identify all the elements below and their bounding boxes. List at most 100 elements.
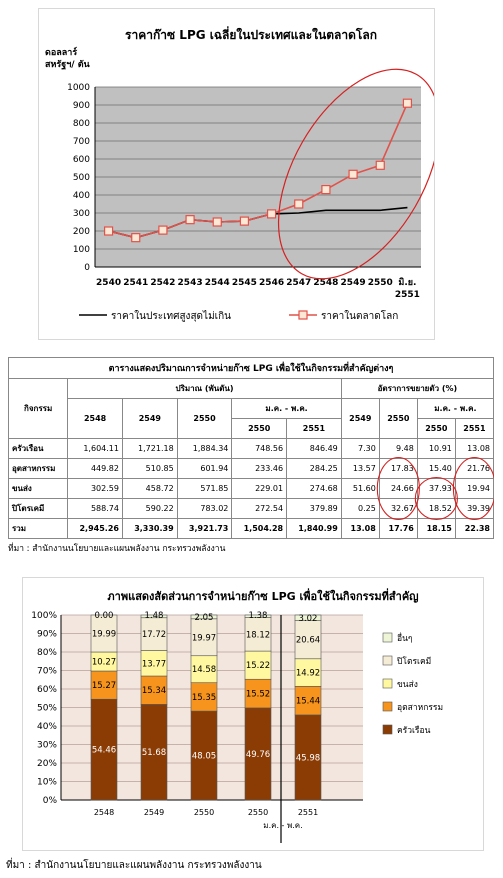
table-cell: 17.83: [378, 458, 418, 479]
x-tick-label: 2548: [94, 808, 114, 817]
data-label: 15.44: [296, 697, 320, 707]
table-total-row: รวม 2,945.26 3,330.39 3,921.73 1,504.28 1,840…: [7, 518, 495, 539]
sales-table: กิจกรรม ปริมาณ (พันตัน) อัตราการขยายตัว …: [7, 378, 495, 539]
data-point-world: [158, 225, 168, 235]
data-label: 14.58: [192, 665, 216, 675]
table-cell-activity: อุตสาหกรรม: [7, 458, 69, 479]
bar-segment: [244, 650, 272, 680]
legend-label: อุตสาหกรรม: [397, 703, 443, 713]
legend-label: ครัวเรือน: [397, 725, 431, 736]
y-tick-label: 300: [73, 209, 90, 219]
table-cell: 379.89: [286, 498, 342, 519]
table-cell: 229.01: [231, 478, 288, 499]
x-tick-label: 2544: [205, 278, 230, 288]
header-year: 2550: [176, 398, 233, 439]
legend-swatch: [382, 678, 393, 689]
table-cell: 21.76: [454, 458, 495, 479]
table-cell: 19.94: [454, 478, 495, 499]
data-point-world: [375, 160, 385, 170]
x-tick-label: 2549: [341, 278, 366, 288]
x-tick-label: 2549: [144, 808, 164, 817]
legend-label: ขนส่ง: [397, 680, 418, 690]
data-point-world: [294, 199, 304, 209]
y-tick-label: 80%: [37, 648, 57, 658]
y-tick-label: 500: [73, 173, 90, 183]
table-cell: 39.39: [454, 498, 495, 519]
table-row: ขนส่ง 302.59 458.72 571.85 229.01 274.68 51.60…: [7, 478, 495, 499]
table-cell: 233.46: [231, 458, 288, 479]
table-cell: 17.76: [378, 518, 418, 539]
data-point-world: [321, 185, 331, 195]
x-tick-label: 2542: [150, 278, 175, 288]
table-cell: 458.72: [121, 478, 178, 499]
header-growth: อัตราการขยายตัว (%): [340, 378, 495, 399]
table-cell: 588.74: [67, 498, 123, 519]
table-cell: 13.08: [340, 518, 380, 539]
table-cell: 449.82: [67, 458, 123, 479]
table-body: ครัวเรือน 1,604.11 1,721.18 1,884.34 748.56 8…: [7, 438, 495, 539]
bar-chart-panel: ภาพแสดงสัดส่วนการจำหน่ายก๊าซ LPG เพื่อใช…: [22, 577, 484, 851]
x-tick-label: 2545: [232, 278, 257, 288]
header-year: 2550: [378, 398, 418, 439]
data-label: 0.00: [95, 611, 114, 621]
header-year: 2551: [286, 418, 342, 439]
table-cell: 37.93: [416, 478, 456, 499]
x-tick-label: 2543: [178, 278, 203, 288]
chart-title: ราคาก๊าซ LPG เฉลี่ยในประเทศและในตลาดโลก: [125, 26, 377, 42]
header-year: 2549: [340, 398, 380, 439]
table-cell-activity: ปิโตรเคมี: [7, 498, 69, 519]
y-tick-label: 600: [73, 155, 90, 165]
data-point-world: [131, 233, 141, 243]
data-label: 48.05: [192, 752, 216, 762]
legend-label: อื่นๆ: [397, 632, 412, 644]
table-cell: 601.94: [176, 458, 233, 479]
header-year: 2550: [416, 418, 456, 439]
table-row: อุตสาหกรรม 449.82 510.85 601.94 233.46 284.25…: [7, 458, 495, 479]
data-point-world: [402, 98, 413, 108]
data-label: 1.48: [145, 611, 164, 621]
table-cell: 10.91: [416, 438, 456, 459]
data-point-world: [348, 169, 358, 179]
header-activity: กิจกรรม: [7, 378, 69, 439]
y-tick-label: 400: [73, 191, 90, 201]
table-cell: 1,721.18: [121, 438, 178, 459]
bar-segment: [140, 614, 168, 619]
y-tick-label: 700: [73, 137, 90, 147]
bar-segment: [244, 678, 272, 709]
data-label: 19.97: [192, 633, 216, 643]
table-cell-activity: ขนส่ง: [7, 478, 69, 499]
bar-segment: [190, 618, 218, 657]
y-tick-label: 40%: [37, 722, 57, 732]
header-quantity: ปริมาณ (พันตัน): [67, 378, 342, 399]
data-label: 49.76: [246, 750, 270, 760]
header-year: 2550: [231, 418, 288, 439]
bar-segment: [294, 658, 322, 687]
table-cell-activity: รวม: [7, 518, 69, 539]
table-cell: 510.85: [121, 458, 178, 479]
data-label: 45.98: [296, 753, 320, 763]
period-label: ม.ค. - พ.ค.: [263, 821, 302, 830]
y-tick-label: 20%: [37, 759, 57, 769]
table-cell: 748.56: [231, 438, 288, 459]
bar-segment: [90, 670, 118, 700]
table-row: ครัวเรือน 1,604.11 1,721.18 1,884.34 748.56 8…: [7, 438, 495, 459]
data-label: 19.99: [92, 630, 116, 640]
table-cell: 13.57: [340, 458, 380, 479]
bar-segment: [140, 704, 168, 801]
y-tick-label: 100: [73, 245, 90, 255]
table-cell: 0.25: [340, 498, 380, 519]
data-label: 15.35: [192, 693, 216, 703]
header-period: ม.ค. - พ.ค.: [416, 398, 495, 419]
table-cell: 590.22: [121, 498, 178, 519]
bar-segment: [190, 682, 218, 712]
legend-swatch: [382, 701, 393, 712]
table-cell: 274.68: [286, 478, 342, 499]
bar-segment: [294, 620, 322, 660]
table-cell: 1,840.99: [286, 518, 342, 539]
data-label: 20.64: [296, 636, 320, 646]
header-year: 2551: [454, 418, 495, 439]
bar-segment: [190, 614, 218, 620]
table-cell: 24.66: [378, 478, 418, 499]
bar-segment: [140, 675, 168, 705]
table-cell: 783.02: [176, 498, 233, 519]
